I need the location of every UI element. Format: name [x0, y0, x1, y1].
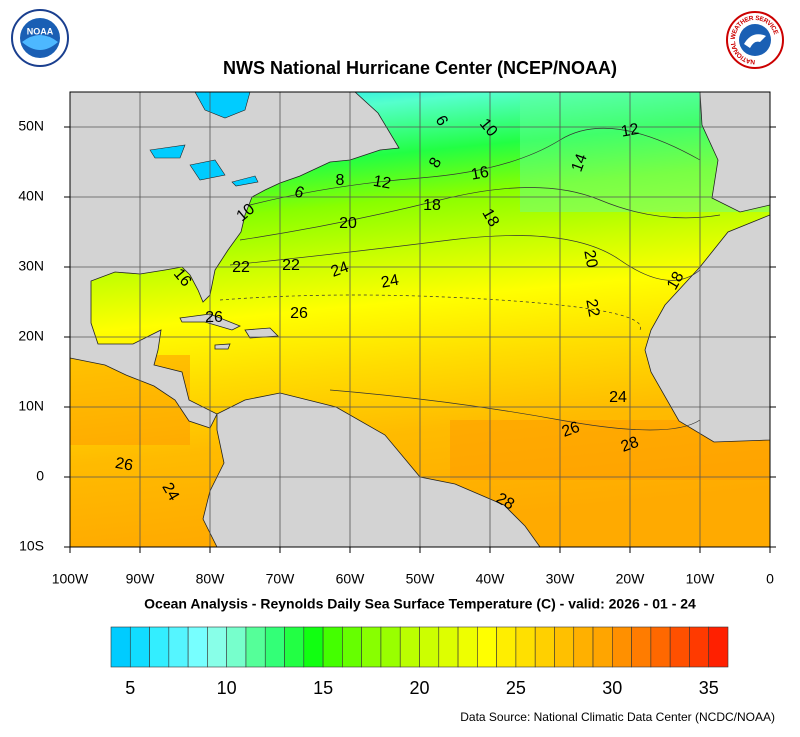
colorbar-label: 20 [409, 678, 429, 698]
colorbar-swatch [187, 626, 208, 668]
nws-logo: NATIONAL WEATHER SERVICE [726, 11, 784, 69]
contour-label: 20 [580, 249, 600, 270]
longitude-label: 60W [336, 571, 366, 587]
contour-label: 18 [423, 197, 441, 214]
longitude-label: 10W [686, 571, 716, 587]
colorbar-label: 10 [217, 678, 237, 698]
colorbar-swatch [303, 626, 324, 668]
colorbar-label: 35 [699, 678, 719, 698]
colorbar-label: 30 [602, 678, 622, 698]
contour-label: 18 [478, 206, 502, 230]
colorbar-swatch [264, 626, 285, 668]
latitude-label: 20N [18, 328, 44, 344]
colorbar-swatch [245, 626, 266, 668]
longitude-label: 100W [52, 571, 89, 587]
latitude-label: 50N [18, 118, 44, 134]
longitude-label: 80W [196, 571, 226, 587]
latitude-label: 10S [19, 538, 44, 554]
colorbar-swatch [361, 626, 382, 668]
latitude-label: 40N [18, 188, 44, 204]
contour-label: 22 [282, 257, 300, 274]
colorbar-swatch [149, 626, 170, 668]
colorbar-swatch [438, 626, 459, 668]
colorbar-swatch [419, 626, 440, 668]
colorbar-label: 25 [506, 678, 526, 698]
colorbar-swatch [322, 626, 343, 668]
colorbar-swatch [669, 626, 690, 668]
contour-label: 14 [569, 152, 591, 175]
longitude-label: 20W [616, 571, 646, 587]
longitude-label: 90W [126, 571, 156, 587]
contour-label: 16 [470, 164, 491, 184]
colorbar-swatch [399, 626, 420, 668]
colorbar-swatch [457, 626, 478, 668]
contour-label: 28 [619, 434, 642, 456]
contour-label: 26 [560, 419, 583, 441]
colorbar-swatch [284, 626, 305, 668]
colorbar-swatch [226, 626, 247, 668]
colorbar-swatch [631, 626, 652, 668]
colorbar-swatch [129, 626, 150, 668]
colorbar-swatch [110, 626, 131, 668]
contour-label: 26 [114, 455, 135, 475]
contour-label: 12 [372, 173, 393, 193]
contour-label: 22 [232, 259, 250, 276]
colorbar-swatch [380, 626, 401, 668]
colorbar-swatch [534, 626, 555, 668]
colorbar-swatch [554, 626, 575, 668]
longitude-label: 30W [546, 571, 576, 587]
colorbar-swatch [168, 626, 189, 668]
colorbar-swatch [708, 626, 729, 668]
contour-label: 24 [158, 480, 182, 504]
contour-label: 8 [336, 172, 345, 189]
noaa-logo: NOAA [11, 9, 69, 67]
colorbar-swatch [689, 626, 710, 668]
colorbar-label: 5 [125, 678, 135, 698]
colorbar-swatch [650, 626, 671, 668]
contour-label: 18 [664, 269, 688, 293]
grid: 100W 90W 80W 70W 60W 50W 40W 30W 20W 10W 0 50N 40N 30… [18, 92, 776, 587]
map-frame [69, 91, 771, 548]
longitude-label: 0 [766, 571, 774, 587]
latitude-label: 30N [18, 258, 44, 274]
contour-label: 28 [493, 490, 517, 514]
colorbar-swatch [592, 626, 613, 668]
contour-label: 26 [205, 309, 223, 326]
noaa-logo-text: NOAA [27, 26, 54, 36]
colorbar-swatch [573, 626, 594, 668]
colorbar-swatch [515, 626, 536, 668]
contour-label: 20 [339, 215, 357, 232]
contour-label: 22 [582, 298, 602, 319]
latitude-label: 10N [18, 398, 44, 414]
colorbar-swatch [496, 626, 517, 668]
contour-label: 12 [620, 121, 641, 141]
colorbar-label: 15 [313, 678, 333, 698]
contour-label: 24 [329, 259, 352, 281]
latitude-label: 0 [36, 468, 44, 484]
colorbar-swatch [477, 626, 497, 668]
colorbar-swatch [342, 626, 362, 668]
longitude-label: 70W [266, 571, 296, 587]
colorbar-swatch [207, 626, 227, 668]
colorbar: 5 10 15 20 25 30 35 [110, 626, 729, 698]
title: NWS National Hurricane Center (NCEP/NOAA… [223, 58, 617, 78]
contour-label: 24 [380, 272, 401, 292]
data-source: Data Source: National Climatic Data Cent… [460, 710, 775, 724]
contour-label: 24 [609, 389, 627, 406]
longitude-label: 50W [406, 571, 436, 587]
colorbar-swatch [612, 626, 632, 668]
subtitle: Ocean Analysis - Reynolds Daily Sea Surf… [144, 596, 696, 612]
contour-label: 26 [290, 305, 308, 322]
longitude-label: 40W [476, 571, 506, 587]
